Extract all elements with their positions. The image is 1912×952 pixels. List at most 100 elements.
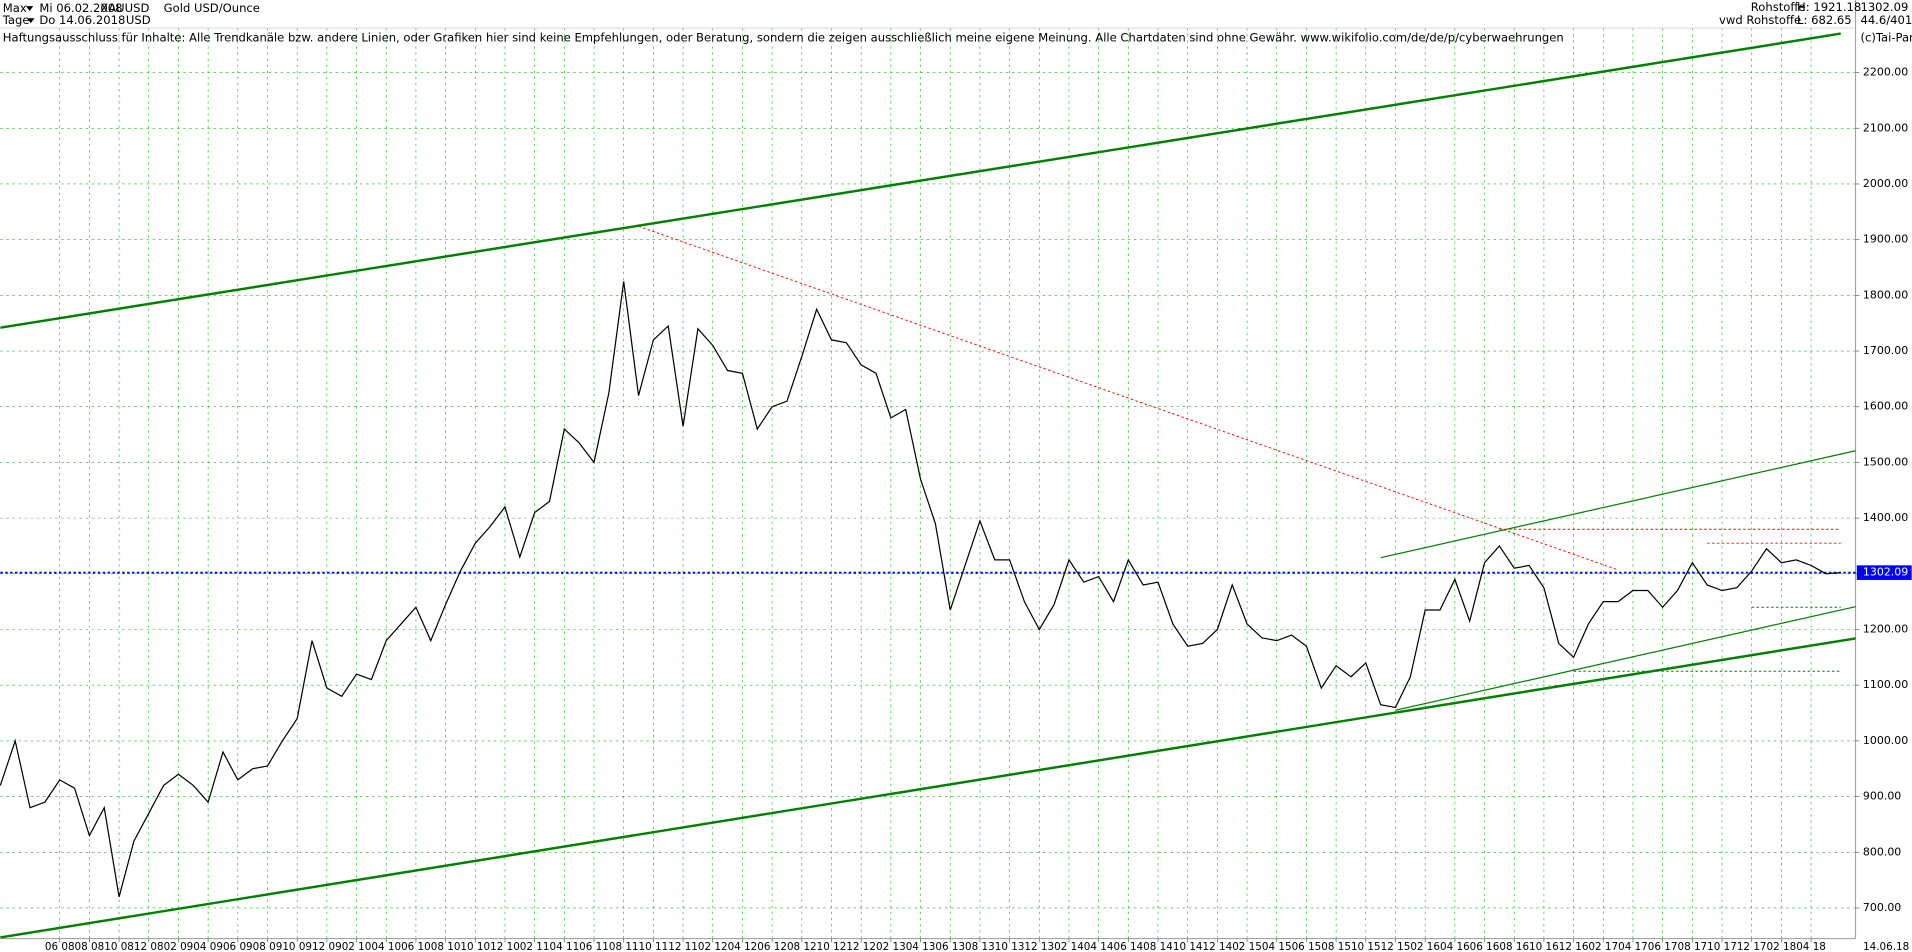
last-price-box: [1856, 565, 1912, 580]
y-tick-label: 2200.00: [1863, 66, 1908, 79]
y-tick-label: 1400.00: [1863, 511, 1908, 524]
x-tick-label: 02 15: [1232, 941, 1262, 952]
y-tick-label: 2000.00: [1863, 177, 1908, 190]
trendline: [0, 637, 1856, 939]
x-tick-label: 04 11: [550, 941, 580, 952]
x-tick-label: 08 16: [1499, 941, 1529, 952]
x-tick-label: 06 14: [1113, 941, 1143, 952]
y-tick-label: 700.00: [1863, 901, 1901, 914]
x-tick-label: 02 12: [698, 941, 728, 952]
x-tick-label: 08 12: [787, 941, 817, 952]
x-tick-label: 02 09: [164, 941, 194, 952]
x-tick-label: 04 13: [906, 941, 936, 952]
x-tick-label: 10 15: [1351, 941, 1381, 952]
trendline: [638, 225, 1619, 571]
copyright: (c)Tai-Pan: [1860, 30, 1912, 44]
end-date: Do 14.06.2018: [39, 13, 125, 27]
dropdown-arrow[interactable]: [27, 18, 35, 24]
x-tick-label: 12 10: [490, 941, 520, 952]
x-tick-label: 10 14: [1173, 941, 1203, 952]
y-tick-label: 1000.00: [1863, 734, 1908, 747]
y-tick-label: 1100.00: [1863, 678, 1908, 691]
x-tick-label: 08 17: [1677, 941, 1707, 952]
x-tick-label: 06 08: [45, 941, 75, 952]
symbol: XAUUSD: [100, 1, 149, 15]
x-tick-label: 06 10: [401, 941, 431, 952]
trendline: [1380, 450, 1856, 559]
x-tick-label: 12 08: [134, 941, 164, 952]
x-tick-label: 04 12: [728, 941, 758, 952]
x-tick-label: 12 16: [1559, 941, 1589, 952]
last-price-label: 1302.09: [1863, 566, 1908, 579]
x-tick-label: 06 16: [1470, 941, 1500, 952]
x-tick-label: 06 13: [935, 941, 965, 952]
x-tick-label: 04 18: [1796, 941, 1826, 952]
x-tick-label: 04 09: [193, 941, 223, 952]
y-tick-label: 1700.00: [1863, 344, 1908, 357]
y-tick-label: 1900.00: [1863, 233, 1908, 246]
group: Rohstoffe: [1751, 0, 1806, 14]
x-tick-label: 12 09: [312, 941, 342, 952]
x-tick-label: 02 17: [1588, 941, 1618, 952]
x-tick-label: 10 10: [460, 941, 490, 952]
y-tick-label: 1500.00: [1863, 455, 1908, 468]
trendline: [1395, 606, 1856, 711]
x-tick-label: 10 08: [104, 941, 134, 952]
y-tick-label: 1800.00: [1863, 288, 1908, 301]
x-tick-label: 10 13: [995, 941, 1025, 952]
grid: [0, 28, 1856, 939]
x-tick-label: 10 16: [1529, 941, 1559, 952]
x-tick-label: 02 18: [1767, 941, 1797, 952]
trendline: [0, 32, 1841, 329]
range-selector[interactable]: Max: [3, 1, 27, 15]
ratio: 44.6/401.3: [1860, 13, 1912, 27]
y-tick-label: 2100.00: [1863, 121, 1908, 134]
low: L: 682.65: [1797, 13, 1852, 27]
x-tick-label: 12 15: [1381, 941, 1411, 952]
x-tick-label: 10 12: [817, 941, 847, 952]
x-tick-label: 06 12: [757, 941, 787, 952]
dropdown-arrow[interactable]: [25, 6, 34, 11]
x-tick-label: 08 11: [609, 941, 639, 952]
instrument-name: Gold USD/Ounce: [164, 1, 260, 15]
x-tick-label: 08 13: [965, 941, 995, 952]
x-tick-label: 08 08: [75, 941, 105, 952]
x-tick-label: 12 12: [846, 941, 876, 952]
x-tick-label: 08 09: [253, 941, 283, 952]
price-line: [0, 281, 1841, 897]
high: H: 1921.18: [1797, 0, 1861, 14]
x-tick-label: 04 10: [371, 941, 401, 952]
x-tick-label: 04 15: [1262, 941, 1292, 952]
x-tick-label: 02 14: [1054, 941, 1084, 952]
y-tick-label: 800.00: [1863, 845, 1901, 858]
y-tick-label: 1200.00: [1863, 623, 1908, 636]
y-tick-label: 1600.00: [1863, 400, 1908, 413]
start-date: Mi 06.02.2008: [39, 1, 122, 15]
x-tick-label: 04 14: [1084, 941, 1114, 952]
x-tick-label: 10 11: [639, 941, 669, 952]
x-tick-label: 12 17: [1737, 941, 1767, 952]
x-tick-label: 04 16: [1440, 941, 1470, 952]
x-tick-label: 02 13: [876, 941, 906, 952]
disclaimer: Haftungsausschluss für Inhalte: Alle Tre…: [3, 30, 1564, 44]
x-tick-label: 02 11: [520, 941, 550, 952]
x-tick-label: 12 11: [668, 941, 698, 952]
x-tick-label: 06 11: [579, 941, 609, 952]
x-end-label: 14.06.18: [1863, 941, 1909, 952]
period-selector[interactable]: Tage: [2, 13, 30, 27]
last-price: 1302.09: [1860, 0, 1908, 14]
x-tick-label: 06 15: [1292, 941, 1322, 952]
x-tick-label: 12 13: [1024, 941, 1054, 952]
x-tick-label: 06 17: [1648, 941, 1678, 952]
x-tick-label: 12 14: [1203, 941, 1233, 952]
x-tick-label: 08 10: [431, 941, 461, 952]
source: vwd Rohstoffe: [1719, 13, 1801, 27]
x-tick-label: 02 16: [1410, 941, 1440, 952]
x-tick-label: 10 09: [282, 941, 312, 952]
currency: USD: [126, 13, 151, 27]
x-tick-label: 10 17: [1707, 941, 1737, 952]
x-tick-label: 06 09: [223, 941, 253, 952]
header: Max Mi 06.02.2008 XAUUSD Gold USD/Ounce …: [2, 0, 1912, 44]
